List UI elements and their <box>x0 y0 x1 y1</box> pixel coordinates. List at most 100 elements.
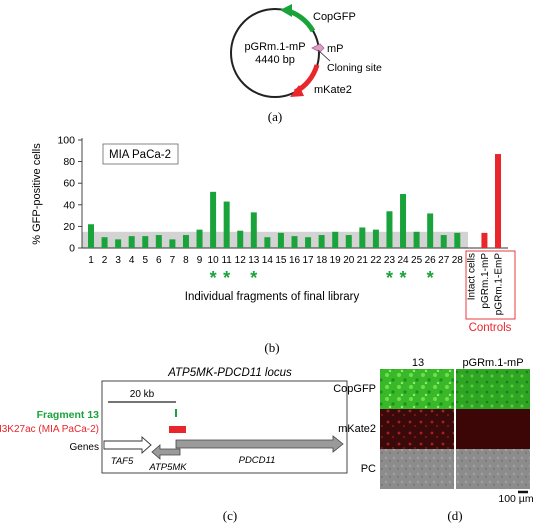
bar-28 <box>454 232 461 248</box>
x-tick-label: 8 <box>183 255 189 266</box>
bar-21 <box>359 227 366 248</box>
cloning-site-line <box>317 49 331 62</box>
x-tick-label: 13 <box>248 255 260 266</box>
image-13-mkate2 <box>380 409 454 449</box>
x-tick-label: 4 <box>129 255 135 266</box>
x-tick-label: 19 <box>330 255 342 266</box>
x-tick-label: 2 <box>102 255 108 266</box>
significance-star: * <box>210 268 217 288</box>
x-tick-label: 1 <box>88 255 94 266</box>
x-tick-label: 11 <box>221 255 232 266</box>
locus-title: ATP5MK-PDCD11 locus <box>167 367 292 379</box>
bar-3 <box>115 239 122 248</box>
bar-23 <box>386 211 393 248</box>
micro-row1: CopGFP <box>333 383 376 395</box>
x-tick-label: 23 <box>384 255 396 266</box>
plasmid-map: pGRm.1-mP 4440 bp CopGFP mP Cloning site… <box>230 4 382 98</box>
bar-4 <box>128 236 135 248</box>
bar-9 <box>196 229 203 248</box>
image-13-pc <box>380 449 454 489</box>
plasmid-name: pGRm.1-mP <box>244 41 305 53</box>
bar-13 <box>250 212 257 248</box>
panel-label-a: (a) <box>268 109 282 124</box>
micro-col2: pGRm.1-mP <box>462 357 523 369</box>
micro-col1: 13 <box>412 357 424 369</box>
significance-star: * <box>386 268 393 288</box>
significance-star: * <box>400 268 407 288</box>
y-tick-label: 80 <box>63 156 75 168</box>
controls-label: Controls <box>469 322 512 334</box>
fragment-label: Fragment 13 <box>37 409 100 421</box>
image-mp-mkate2 <box>456 409 530 449</box>
x-tick-label: 9 <box>197 255 203 266</box>
x-tick-label: 20 <box>343 255 355 266</box>
bar-17 <box>305 237 312 248</box>
bar-25 <box>413 231 420 248</box>
micro-scale-label: 100 µm <box>498 493 533 505</box>
y-tick-label: 40 <box>63 199 75 211</box>
micro-row2: mKate2 <box>338 423 376 435</box>
x-tick-label: 7 <box>170 255 176 266</box>
bar-27 <box>440 235 447 248</box>
fragment-mark <box>175 409 177 417</box>
x-tick-label-control: pGRm.1-mP <box>480 253 491 309</box>
bar-24 <box>400 194 407 248</box>
x-tick-label: 21 <box>357 255 369 266</box>
chart-title: MIA PaCa-2 <box>109 149 171 161</box>
plasmid-circle <box>230 8 320 98</box>
atp5mk-arrow <box>151 444 181 460</box>
taf5-label: TAF5 <box>111 456 134 467</box>
panel-label-b: (b) <box>264 340 279 355</box>
chart-title-box <box>102 143 179 165</box>
x-tick-label-control: Intact cells <box>466 253 477 300</box>
y-tick-label: 0 <box>69 243 75 255</box>
x-tick-label: 24 <box>397 255 409 266</box>
pdcd11-arrow <box>175 435 344 453</box>
bar-14 <box>264 237 271 248</box>
x-tick-label: 5 <box>142 255 148 266</box>
bar-12 <box>237 230 244 248</box>
bar-22 <box>372 229 379 248</box>
y-tick-label: 100 <box>57 135 75 147</box>
x-tick-label: 10 <box>208 255 220 266</box>
x-tick-label: 22 <box>370 255 382 266</box>
microscopy-grid: 13 pGRm.1-mP CopGFP mKate2 PC 100 µm <box>333 357 534 505</box>
x-tick-label: 14 <box>262 255 274 266</box>
x-tick-label: 17 <box>303 255 315 266</box>
bar-26 <box>427 213 434 248</box>
chart-ylabel: % GFP-positive cells <box>31 143 43 245</box>
plasmid-size: 4440 bp <box>255 54 295 66</box>
scale-label: 20 kb <box>130 389 155 400</box>
x-tick-label: 16 <box>289 255 301 266</box>
x-tick-label-control: pGRm.1-EmP <box>494 253 505 316</box>
bar-11 <box>223 201 230 248</box>
bar-16 <box>291 236 298 248</box>
x-tick-label: 26 <box>425 255 437 266</box>
pdcd11-label: PDCD11 <box>239 455 276 466</box>
bar-8 <box>182 235 189 248</box>
y-tick-label: 60 <box>63 178 75 190</box>
genes-label: Genes <box>70 442 99 453</box>
significance-star: * <box>250 268 257 288</box>
x-tick-label: 15 <box>275 255 287 266</box>
image-13-copgfp <box>380 369 454 409</box>
h3k27ac-label: H3K27ac (MIA PaCa-2) <box>0 424 99 435</box>
y-tick-label: 20 <box>63 221 75 233</box>
taf5-arrow <box>103 435 152 455</box>
copgfp-arrowhead <box>280 4 292 17</box>
locus-diagram: ATP5MK-PDCD11 locus 20 kb Fragment 13 H3… <box>0 367 348 474</box>
bar-15 <box>277 232 284 248</box>
bar-18 <box>318 235 325 248</box>
x-tick-label: 18 <box>316 255 328 266</box>
mkate-label: mKate2 <box>314 84 352 96</box>
x-tick-label: 6 <box>156 255 162 266</box>
locus-frame <box>101 380 348 474</box>
controls-box <box>465 250 516 320</box>
significance-star: * <box>223 268 230 288</box>
image-mp-copgfp <box>456 369 530 409</box>
cloning-site-label: Cloning site <box>327 62 382 74</box>
panel-label-c: (c) <box>223 508 237 523</box>
x-tick-label: 27 <box>438 255 450 266</box>
